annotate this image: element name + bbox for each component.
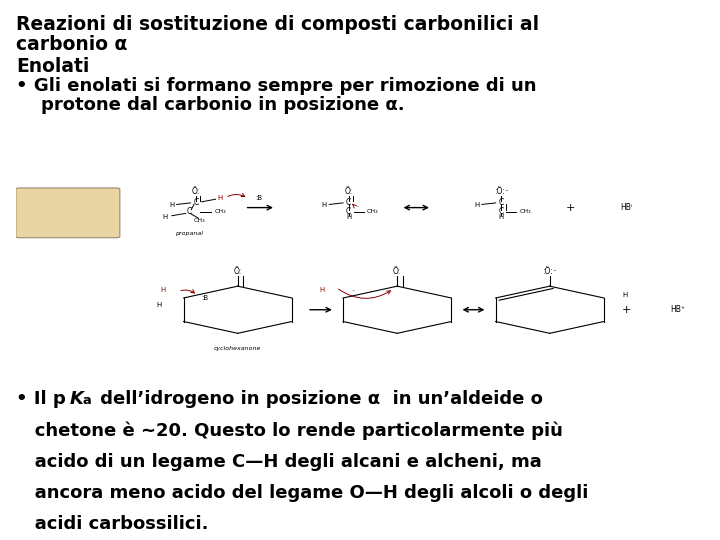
FancyArrowPatch shape xyxy=(338,289,390,299)
Text: ⁻: ⁻ xyxy=(352,290,355,295)
Text: Ö:: Ö: xyxy=(345,187,353,197)
Text: Reazioni di sostituzione di composti carbonilici al: Reazioni di sostituzione di composti car… xyxy=(16,15,539,34)
Text: dell’idrogeno in posizione α  in un’aldeide o: dell’idrogeno in posizione α in un’aldei… xyxy=(94,390,542,408)
Text: H: H xyxy=(498,214,504,220)
Text: CH₃: CH₃ xyxy=(367,209,379,214)
Text: HBⁱ: HBⁱ xyxy=(620,203,632,212)
Text: CH₃: CH₃ xyxy=(194,218,205,223)
Text: :B: :B xyxy=(255,195,262,201)
FancyArrowPatch shape xyxy=(353,204,356,208)
Text: H: H xyxy=(157,301,162,307)
FancyArrowPatch shape xyxy=(181,289,194,293)
Text: C: C xyxy=(194,198,199,207)
Text: H: H xyxy=(161,287,166,293)
Text: Ö:: Ö: xyxy=(233,267,242,276)
Text: cyclohexanone: cyclohexanone xyxy=(214,347,261,352)
Text: C: C xyxy=(346,198,351,207)
Text: :Ö:⁻: :Ö:⁻ xyxy=(542,267,557,276)
Text: ancora meno acido del legame O—H degli alcoli o degli: ancora meno acido del legame O—H degli a… xyxy=(16,484,588,502)
FancyArrowPatch shape xyxy=(228,193,245,197)
Text: :B: :B xyxy=(201,295,208,301)
FancyBboxPatch shape xyxy=(16,188,120,238)
Text: Ö:: Ö: xyxy=(192,187,200,197)
Text: H: H xyxy=(322,202,327,208)
Text: K: K xyxy=(70,390,84,408)
Text: Examples: Examples xyxy=(42,208,94,218)
Text: C: C xyxy=(186,207,192,216)
Text: • Il p: • Il p xyxy=(16,390,66,408)
Text: CH₃: CH₃ xyxy=(215,209,226,214)
Text: :Ö:⁻: :Ö:⁻ xyxy=(494,187,508,197)
Text: Ö:: Ö: xyxy=(393,267,401,276)
Text: acido di un legame C—H degli alcani e alcheni, ma: acido di un legame C—H degli alcani e al… xyxy=(16,453,541,470)
Text: HB⁺: HB⁺ xyxy=(670,305,685,314)
Text: CH₃: CH₃ xyxy=(520,209,531,214)
Text: C: C xyxy=(346,207,351,216)
Text: +: + xyxy=(566,202,575,213)
Text: Enolati: Enolati xyxy=(16,57,89,76)
Text: C: C xyxy=(498,207,504,216)
Text: • Gli enolati si formano sempre per rimozione di un: • Gli enolati si formano sempre per rimo… xyxy=(16,77,536,94)
Text: H: H xyxy=(169,202,174,208)
Text: H: H xyxy=(217,195,223,201)
Text: +: + xyxy=(621,305,631,315)
Text: chetone è ~20. Questo lo rende particolarmente più: chetone è ~20. Questo lo rende particola… xyxy=(16,421,563,440)
Text: H: H xyxy=(622,292,627,298)
Text: protone dal carbonio in posizione α.: protone dal carbonio in posizione α. xyxy=(16,96,405,114)
Text: H: H xyxy=(162,214,168,220)
Text: C: C xyxy=(498,198,504,207)
Text: propanal: propanal xyxy=(175,231,203,236)
Text: carbonio α: carbonio α xyxy=(16,35,127,54)
Text: H: H xyxy=(474,202,480,208)
Text: H: H xyxy=(346,214,351,220)
Text: acidi carbossilici.: acidi carbossilici. xyxy=(16,515,208,533)
Text: a: a xyxy=(82,394,91,407)
Text: H: H xyxy=(320,287,325,293)
Text: ⁻: ⁻ xyxy=(356,206,359,212)
